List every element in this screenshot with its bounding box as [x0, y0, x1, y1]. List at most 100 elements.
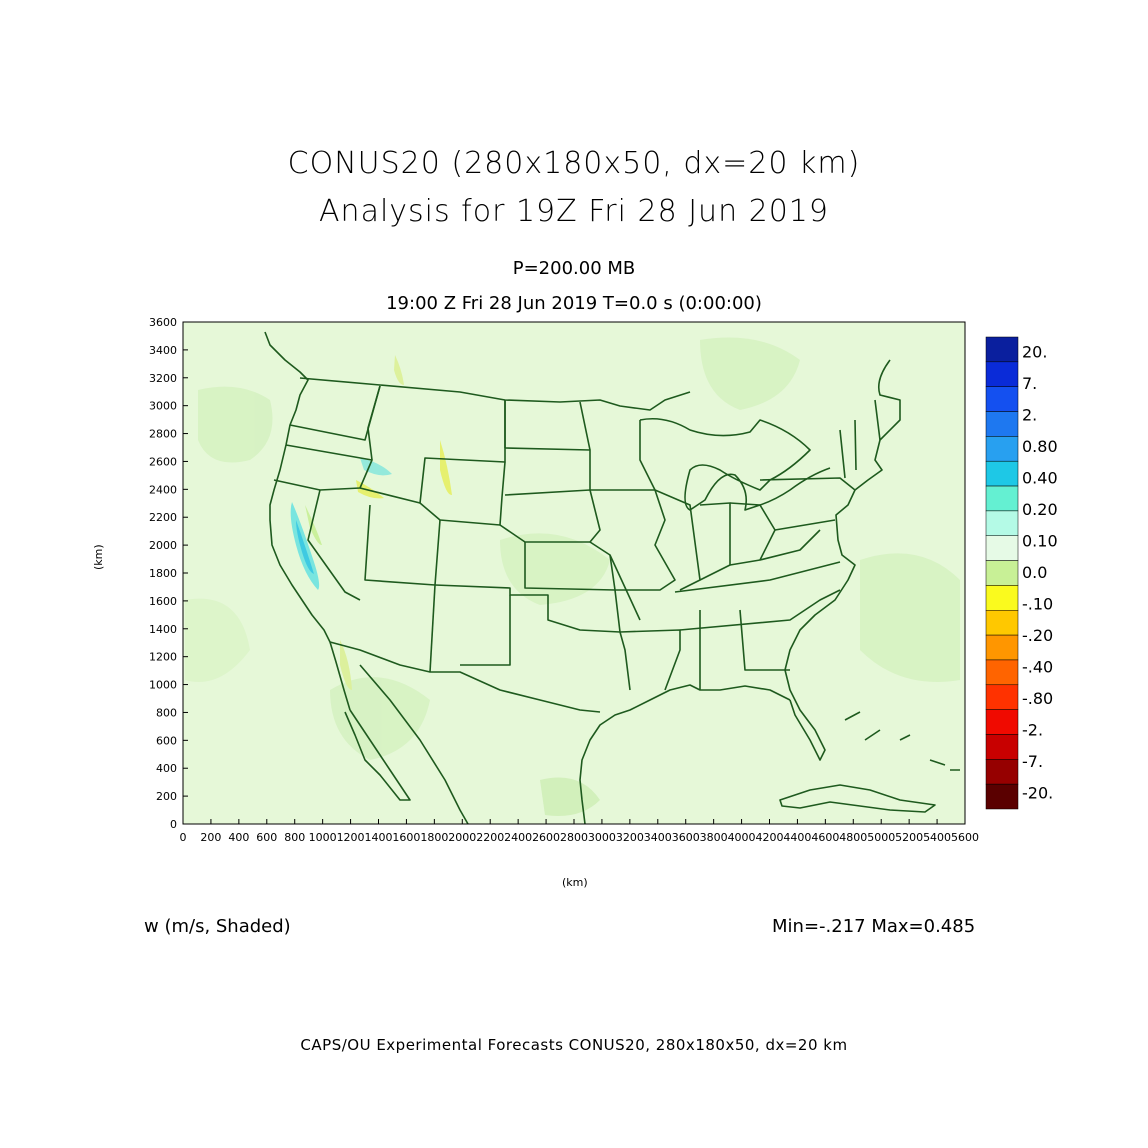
state-border	[434, 584, 631, 691]
colorbar-swatch	[985, 610, 1019, 636]
shade-patch	[198, 386, 273, 463]
colorbar-label: -.80	[1022, 689, 1053, 708]
shade-patch	[540, 777, 600, 816]
y-tick-label: 200	[156, 790, 177, 803]
downdraft-streak	[340, 640, 352, 690]
y-tick-label: 1800	[149, 567, 177, 580]
footer-credit: CAPS/OU Experimental Forecasts CONUS20, …	[300, 1036, 848, 1054]
y-tick-label: 2800	[149, 428, 177, 441]
y-tick-label: 1600	[149, 595, 177, 608]
downdraft-streak	[356, 480, 384, 499]
colorbar-label: 0.40	[1022, 469, 1058, 488]
x-tick-label: 1200	[337, 831, 365, 844]
state-border	[429, 584, 436, 673]
shade-patch	[185, 598, 250, 682]
y-axis-label: (km)	[92, 544, 105, 570]
mexico-coastline	[344, 709, 411, 801]
bahamas-outline	[844, 711, 960, 771]
state-border	[699, 609, 790, 690]
colorbar-swatch	[985, 386, 1019, 412]
x-tick-label: 600	[256, 831, 277, 844]
x-axis-ticks: 0 200 400 600 800 1000 1200 1400 1600 1800 2000 220…	[180, 819, 979, 844]
y-tick-label: 2200	[149, 511, 177, 524]
x-tick-label: 3400	[644, 831, 672, 844]
colorbar-swatch	[985, 560, 1019, 586]
state-border	[579, 401, 591, 451]
x-tick-label: 3600	[672, 831, 700, 844]
state-border	[679, 589, 841, 631]
state-border	[839, 399, 881, 479]
x-tick-label: 800	[284, 831, 305, 844]
colorbar-swatch	[985, 709, 1019, 735]
y-tick-label: 3400	[149, 344, 177, 357]
x-tick-label: 2000	[448, 831, 476, 844]
colorbar-label: 0.20	[1022, 500, 1058, 519]
colorbar-label: -.10	[1022, 594, 1053, 613]
downdraft-streak	[305, 505, 322, 546]
y-tick-label: 2000	[149, 539, 177, 552]
colorbar-label: 20.	[1022, 343, 1047, 362]
downdraft-streak	[440, 440, 452, 496]
x-tick-label: 0	[180, 831, 187, 844]
colorbar-swatch	[985, 460, 1019, 487]
colorbar-swatch	[985, 411, 1019, 437]
state-border	[367, 385, 381, 461]
colorbar-label: 0.10	[1022, 532, 1058, 551]
colorbar-label: -2.	[1022, 720, 1043, 739]
y-tick-label: 800	[156, 706, 177, 719]
state-border	[499, 489, 601, 543]
x-tick-label: 1400	[365, 831, 393, 844]
min-max-readout: Min=-.217 Max=0.485	[772, 916, 976, 937]
colorbar-label: -.40	[1022, 657, 1053, 676]
y-tick-label: 600	[156, 734, 177, 747]
x-tick-label: 2200	[476, 831, 504, 844]
colorbar-swatch	[985, 535, 1019, 561]
colorbar-label: 0.80	[1022, 437, 1058, 456]
downdraft-streak	[394, 355, 404, 385]
y-tick-label: 400	[156, 762, 177, 775]
x-tick-label: 4000	[728, 831, 756, 844]
colorbar-swatch	[985, 759, 1019, 785]
state-border	[674, 561, 841, 593]
map-boundaries	[264, 331, 960, 825]
x-tick-label: 2600	[532, 831, 560, 844]
map-title-line1: CONUS20 (280x180x50, dx=20 km)	[287, 146, 861, 181]
state-border	[524, 542, 616, 591]
state-border	[460, 595, 511, 666]
state-border	[307, 489, 361, 601]
updraft-streak	[296, 520, 314, 574]
shade-patch	[330, 677, 430, 760]
y-tick-label: 3600	[149, 316, 177, 329]
y-tick-label: 3200	[149, 372, 177, 385]
x-axis-label: (km)	[562, 876, 588, 889]
colorbar-swatch	[985, 485, 1019, 512]
state-border	[609, 554, 641, 621]
colorbar-label: -20.	[1022, 783, 1053, 802]
map-title-line2: Analysis for 19Z Fri 28 Jun 2019	[319, 194, 829, 229]
x-tick-label: 2400	[504, 831, 532, 844]
state-border	[759, 477, 856, 491]
colorbar: 20. 7. 2. 0.80 0.40 0.20 0.10 0.0 -.10 -.20 -.40 -.…	[985, 336, 1058, 810]
x-tick-label: 4800	[839, 831, 867, 844]
east-coastline-north	[784, 359, 901, 761]
state-border	[639, 420, 656, 491]
colorbar-swatch	[985, 361, 1019, 387]
colorbar-label: 0.0	[1022, 563, 1047, 582]
colorbar-label: -.20	[1022, 626, 1053, 645]
colorbar-label: -7.	[1022, 752, 1043, 771]
canada-border	[299, 377, 691, 411]
y-tick-label: 3000	[149, 400, 177, 413]
colorbar-swatch	[985, 436, 1019, 462]
colorbar-swatch	[985, 634, 1019, 661]
west-coastline	[264, 331, 351, 711]
x-tick-label: 3200	[616, 831, 644, 844]
x-tick-label: 2800	[560, 831, 588, 844]
y-tick-label: 1000	[149, 679, 177, 692]
y-axis-ticks: 0 200 400 600 800 1000 1200 1400 1600 1800 2000 220…	[149, 316, 188, 831]
colorbar-swatch	[985, 585, 1019, 611]
state-border	[619, 629, 681, 691]
variable-label: w (m/s, Shaded)	[144, 916, 291, 937]
valid-time: 19:00 Z Fri 28 Jun 2019 T=0.0 s (0:00:00…	[386, 293, 762, 314]
pressure-level: P=200.00 MB	[512, 258, 636, 279]
x-tick-label: 5400	[923, 831, 951, 844]
